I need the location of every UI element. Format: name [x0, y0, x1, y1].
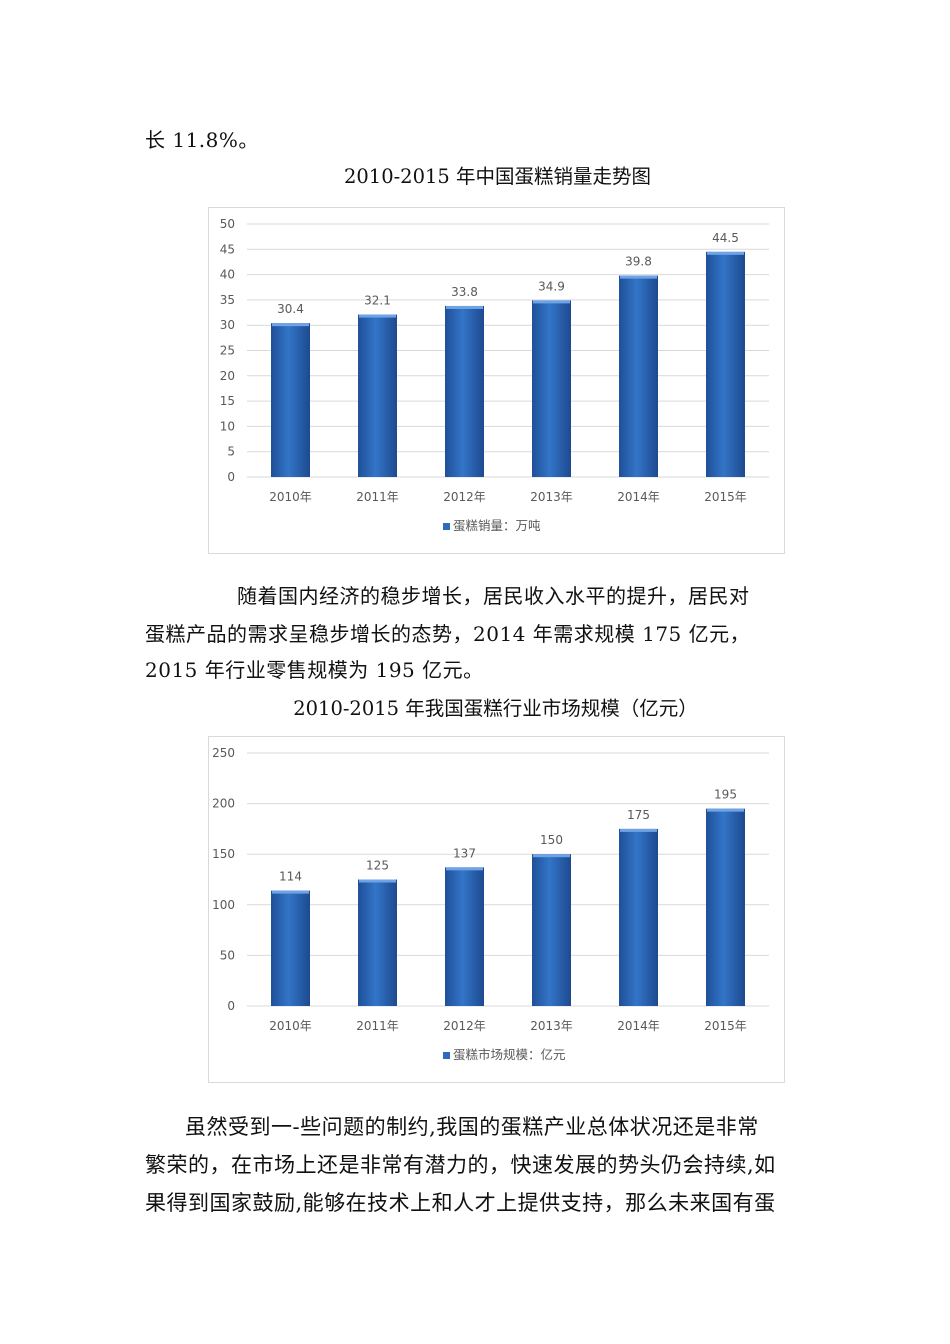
y-tick-label: 0 [227, 999, 235, 1013]
bar-highlight [620, 275, 657, 279]
y-tick-label: 100 [212, 898, 235, 912]
bar-highlight [446, 867, 483, 871]
data-label: 33.8 [451, 285, 478, 299]
chart-svg: 0 5 10 15 20 25 30 35 40 45 50 30.4 2010年 32.1 2011年 33… [220, 217, 769, 533]
paragraph-line: 随着国内经济的稳步增长，居民收入水平的提升，居民对 [237, 584, 750, 608]
data-label: 30.4 [277, 302, 304, 316]
x-tick-label: 2012年 [443, 490, 486, 504]
y-tick-label: 250 [212, 746, 235, 760]
data-label: 195 [714, 788, 737, 802]
y-tick-label: 30 [220, 318, 235, 332]
data-label: 125 [366, 859, 389, 873]
x-tick-label: 2015年 [704, 490, 747, 504]
bar [271, 323, 310, 477]
data-label: 44.5 [712, 231, 739, 245]
bar-highlight [446, 305, 483, 309]
data-label: 39.8 [625, 255, 652, 269]
y-tick-label: 20 [220, 369, 235, 383]
x-tick-label: 2010年 [269, 1019, 312, 1033]
data-label: 175 [627, 808, 650, 822]
x-tick-label: 2015年 [704, 1019, 747, 1033]
y-tick-label: 50 [220, 948, 235, 962]
y-tick-label: 35 [220, 293, 235, 307]
y-tick-label: 200 [212, 797, 235, 811]
bar [445, 867, 484, 1006]
x-tick-label: 2014年 [617, 490, 660, 504]
paragraph-line: 虽然受到一-些问题的制约,我国的蛋糕产业总体状况还是非常 [185, 1115, 759, 1139]
x-tick-label: 2011年 [356, 1019, 399, 1033]
x-tick-label: 2013年 [530, 490, 573, 504]
paragraph-line: 蛋糕产品的需求呈稳步增长的态势，2014 年需求规模 175 亿元， [145, 622, 751, 646]
x-tick-label: 2010年 [269, 490, 312, 504]
bar-highlight [707, 251, 744, 255]
paragraph-line: 繁荣的，在市场上还是非常有潜力的，快速发展的势头仍会持续,如 [145, 1153, 776, 1177]
paragraph-line: 2015 年行业零售规模为 195 亿元。 [145, 658, 484, 682]
chart1-caption: 2010-2015 年中国蛋糕销量走势图 [343, 165, 652, 188]
y-tick-label: 50 [220, 217, 235, 231]
legend-swatch [443, 1052, 450, 1059]
bar-highlight [533, 300, 570, 304]
chart2-caption: 2010-2015 年我国蛋糕行业市场规模（亿元） [293, 697, 698, 720]
x-tick-label: 2014年 [617, 1019, 660, 1033]
bar-highlight [272, 323, 309, 327]
data-label: 34.9 [538, 279, 565, 293]
bar [619, 275, 658, 477]
bar [271, 890, 310, 1006]
data-label: 32.1 [364, 294, 391, 308]
y-tick-label: 150 [212, 847, 235, 861]
x-tick-label: 2011年 [356, 490, 399, 504]
data-label: 137 [453, 846, 476, 860]
x-tick-label: 2012年 [443, 1019, 486, 1033]
bar [532, 854, 571, 1006]
y-tick-label: 15 [220, 394, 235, 408]
data-label: 150 [540, 833, 563, 847]
legend-swatch [443, 523, 450, 530]
bar-highlight [533, 854, 570, 858]
legend-label: 蛋糕销量：万吨 [453, 518, 541, 533]
bar [358, 314, 397, 477]
bar-highlight [707, 808, 744, 812]
bar [445, 305, 484, 477]
legend-label: 蛋糕市场规模：亿元 [453, 1047, 566, 1062]
paragraph-line: 果得到国家鼓励,能够在技术上和人才上提供支持，那么未来国有蛋 [145, 1191, 776, 1215]
bar [532, 300, 571, 477]
text-line: 长 11.8%。 [145, 128, 259, 152]
y-tick-label: 40 [220, 268, 235, 282]
bar-highlight [359, 879, 396, 883]
chart-market-size: 0 50 100 150 200 250 114 2010年 125 2011年 137 2012年 1… [208, 736, 785, 1083]
y-tick-label: 25 [220, 344, 235, 358]
y-tick-label: 10 [220, 419, 235, 433]
bar-highlight [272, 890, 309, 894]
chart-cake-sales: 0 5 10 15 20 25 30 35 40 45 50 30.4 2010年 32.1 2011年 33… [208, 207, 785, 554]
y-tick-label: 45 [220, 242, 235, 256]
bar [619, 828, 658, 1006]
data-label: 114 [279, 870, 302, 884]
y-tick-label: 5 [227, 445, 235, 459]
chart-svg: 0 50 100 150 200 250 114 2010年 125 2011年 137 2012年 1… [212, 746, 769, 1062]
bar [706, 808, 745, 1006]
bar-highlight [359, 314, 396, 318]
bar-highlight [620, 828, 657, 832]
bar [358, 879, 397, 1006]
x-tick-label: 2013年 [530, 1019, 573, 1033]
y-tick-label: 0 [227, 470, 235, 484]
bar [706, 251, 745, 477]
